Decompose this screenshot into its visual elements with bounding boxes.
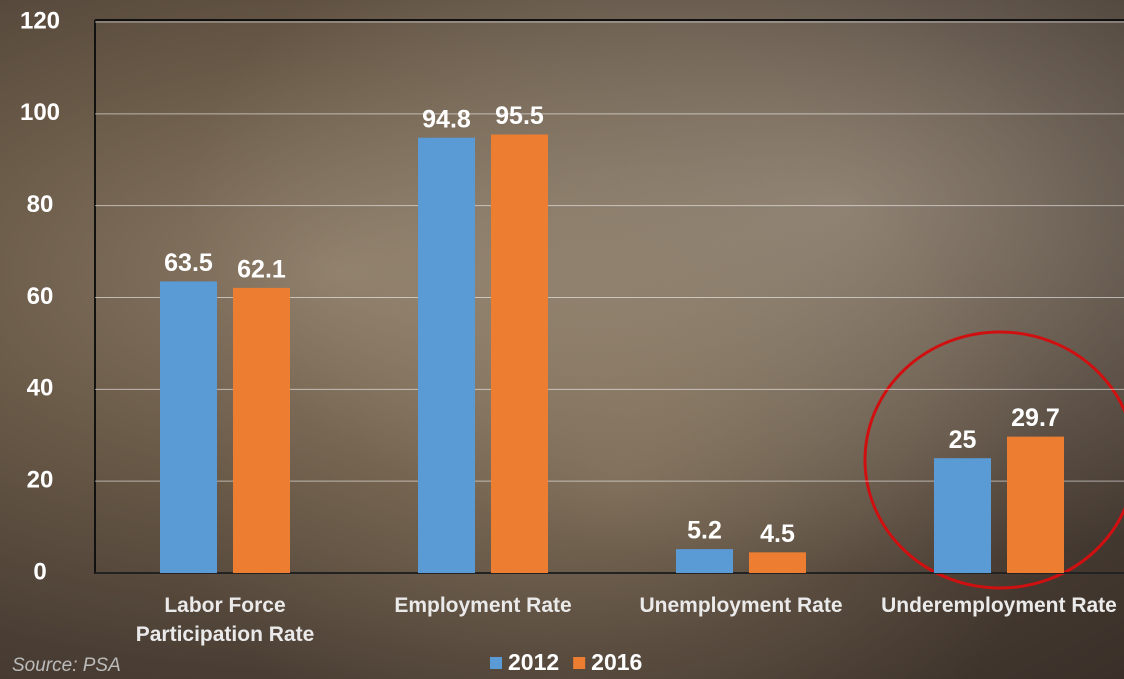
y-tick-label: 120 [20,7,60,34]
bar [934,458,991,573]
source: Source: PSA [12,655,121,676]
y-tick-label: 40 [27,375,54,402]
y-tick-label: 100 [20,99,60,126]
x-tick-label: Unemployment Rate [616,591,866,620]
y-tick-label: 80 [27,191,54,218]
bar [676,549,733,573]
x-tick-label: Underemployment Rate [874,591,1124,620]
bar [491,134,548,573]
bar [160,281,217,573]
highlight-circle [865,332,1124,588]
y-tick-label: 20 [27,467,54,494]
legend-label: 2012 [508,649,559,675]
value-label: 29.7 [1011,404,1060,432]
legend-swatch [490,657,502,669]
value-label: 63.5 [164,249,213,277]
value-label: 25 [949,426,977,454]
bar [749,552,806,573]
value-label: 4.5 [760,520,795,548]
x-tick-label: Employment Rate [358,591,608,620]
value-label: 94.8 [422,105,471,133]
value-label: 95.5 [495,102,544,130]
page: Source: PSA 0 20 40 60 80 100 120 63.5 62.1 94.8 9… [0,0,1124,679]
bar [418,138,475,573]
bar [233,288,290,573]
y-tick-label: 60 [27,283,54,310]
value-label: 5.2 [687,517,722,545]
chart: Source: PSA 0 20 40 60 80 100 120 63.5 62.1 94.8 9… [0,0,1124,679]
legend-swatch [573,657,585,669]
y-tick-label: 0 [33,558,46,585]
bar [1007,437,1064,573]
value-label: 62.1 [237,255,286,283]
legend-label: 2016 [591,649,642,675]
x-tick-label: Labor Force Participation Rate [100,591,350,649]
